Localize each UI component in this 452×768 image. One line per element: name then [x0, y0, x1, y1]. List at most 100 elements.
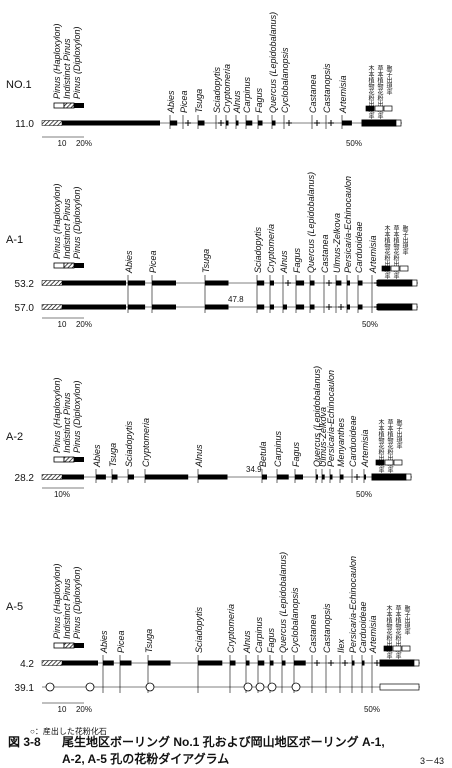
legend-box: [393, 459, 403, 466]
legend-text: 草本植物花粉出現率: [376, 64, 383, 120]
legend-text: 木本植物花粉出現率: [385, 604, 392, 660]
taxon-label: Tsuga: [194, 89, 204, 113]
taxon-label: Alnus: [194, 444, 204, 468]
taxon-bar: [310, 280, 315, 286]
taxon-bar: [294, 660, 306, 666]
taxon-bar: [198, 474, 228, 480]
scale-label: 50%: [362, 320, 378, 329]
taxon-bar: [283, 304, 287, 310]
summary-bar-end: [411, 303, 418, 311]
taxon-bar: [120, 660, 132, 666]
pinus-bar: [62, 474, 84, 480]
taxon-bar: [128, 474, 134, 480]
taxon-bar: [152, 304, 176, 310]
pinus-swatch: [63, 456, 75, 463]
hatched-bar: [41, 660, 63, 666]
pinus-swatch: [53, 456, 65, 463]
taxon-bar: [262, 474, 267, 480]
legend-text: 木本植物花粉出現率: [367, 64, 374, 120]
taxon-label: Fagus: [266, 627, 276, 653]
pinus-bar: [62, 120, 160, 126]
fossil-circle: [145, 682, 155, 692]
taxon-label: Sciadopytis: [253, 226, 263, 273]
taxon-label: Carduoideae: [354, 221, 364, 273]
taxon-label: Abies: [124, 250, 134, 274]
fossil-circle: [243, 682, 253, 692]
summary-bar-end: [411, 279, 418, 287]
summary-bar: [379, 659, 415, 667]
taxon-label: Cyclobalanopsis: [290, 587, 300, 653]
taxon-label: Pinus (Diploxylon): [72, 26, 82, 99]
taxon-label: Fagus: [292, 247, 302, 273]
taxon-label: Pinus (Haploxylon): [52, 183, 62, 259]
taxon-label: Sciadopytis: [212, 66, 222, 113]
scale-label: 20%: [76, 139, 92, 148]
taxon-label: Alnus: [232, 90, 242, 114]
taxon-label: Castanea: [320, 234, 330, 273]
taxon-bar: [246, 660, 250, 666]
taxon-label: Pinus (Haploxylon): [52, 377, 62, 453]
taxon-label: Abies: [166, 90, 176, 114]
legend-box: [365, 105, 375, 112]
legend-text: 草本植物花粉出現率: [392, 224, 399, 280]
legend-box: [381, 265, 391, 272]
taxon-bar: [295, 474, 303, 480]
taxon-label: Fagus: [254, 87, 264, 113]
page-number: 3－43: [420, 756, 444, 766]
taxon-bar: [296, 304, 305, 310]
panel-label: A-2: [6, 431, 23, 443]
pinus-swatch: [74, 103, 84, 108]
taxon-label: Artemisia: [368, 235, 378, 274]
taxon-label: Picea: [116, 630, 126, 653]
scale-label: 50%: [364, 705, 380, 714]
taxon-label: Pinus (Diploxylon): [72, 186, 82, 259]
panel-label: A-1: [6, 234, 23, 246]
taxon-label: Cryptomeria: [222, 64, 232, 113]
legend-box: [374, 105, 384, 112]
legend-box: [384, 459, 394, 466]
summary-bar-end: [395, 119, 402, 127]
taxon-bar: [230, 660, 236, 666]
taxon-label: Carpinus: [254, 616, 264, 653]
taxon-bar: [330, 474, 333, 480]
taxon-label: Carpinus: [273, 430, 283, 467]
taxon-label: Alnus: [242, 630, 252, 654]
taxon-label: Artemisia: [360, 429, 370, 468]
caption-line1: 尾生地区ボーリング No.1 孔および岡山地区ボーリング A-1,: [62, 734, 385, 749]
taxon-bar: [128, 280, 146, 286]
taxon-bar: [340, 474, 344, 480]
taxon-label: Abies: [99, 630, 109, 654]
taxon-label: Artemisia: [368, 615, 378, 654]
taxon-label: Ilex: [336, 638, 346, 653]
scale-label: 20%: [76, 705, 92, 714]
taxon-label: Fagus: [291, 441, 301, 467]
taxon-bar: [270, 660, 274, 666]
taxon-label: Quercus (Lepidobalanus): [312, 366, 322, 467]
fossil-note: ○：産出した花粉化石: [30, 726, 107, 736]
panel-label: NO.1: [6, 79, 32, 91]
taxon-bar: [198, 120, 205, 126]
legend-text: 胞子出現率: [395, 418, 402, 450]
taxon-label: Picea: [148, 250, 158, 273]
legend-box: [401, 645, 411, 652]
taxon-bar: [316, 474, 318, 480]
depth-label: 57.0: [15, 303, 35, 314]
taxon-label: Picea: [179, 90, 189, 113]
legend-text: 草本植物花粉出現率: [394, 604, 401, 660]
taxon-bar: [358, 280, 363, 286]
legend-box: [390, 265, 400, 272]
summary-bar: [371, 473, 407, 481]
taxon-label: Carduoideae: [348, 415, 358, 467]
taxon-bar: [257, 280, 265, 286]
taxon-bar: [246, 120, 253, 126]
taxon-label: Persicaria-Echinocaulon: [348, 556, 358, 653]
taxon-bar: [347, 280, 350, 286]
legend-text: 胞子出現率: [403, 604, 410, 636]
taxon-label: Carduoideae: [358, 601, 368, 653]
fossil-circle: [267, 682, 277, 692]
taxon-bar: [226, 120, 229, 126]
depth-label: 53.2: [15, 279, 35, 290]
taxon-bar: [198, 660, 223, 666]
taxon-label: Indistinct Pinus: [62, 578, 72, 639]
taxon-label: Tsuga: [201, 249, 211, 273]
